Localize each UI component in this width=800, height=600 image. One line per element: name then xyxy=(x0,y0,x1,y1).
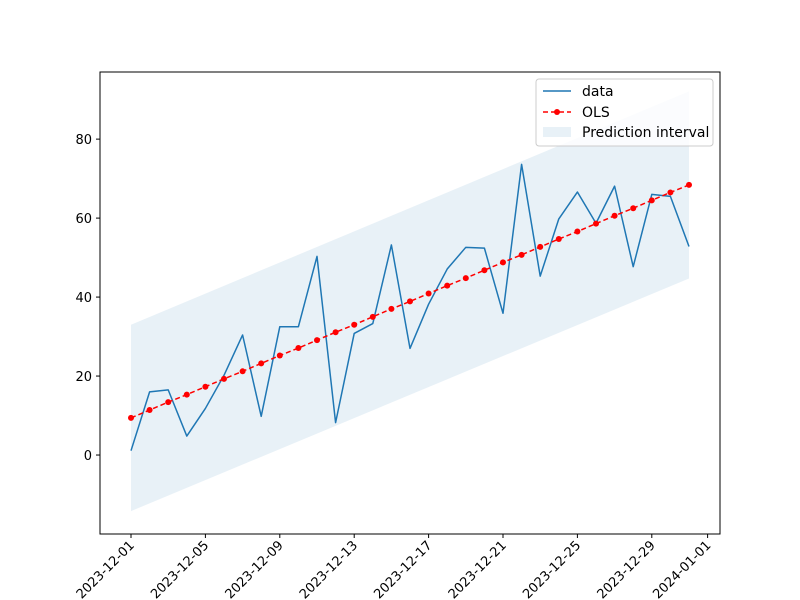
ols-point xyxy=(462,275,469,282)
ols-point xyxy=(388,305,395,312)
legend-box xyxy=(535,78,714,147)
legend-data-label: data xyxy=(582,84,614,100)
legend: data OLS Prediction interval xyxy=(535,78,714,147)
y-tick-label: 60 xyxy=(75,212,92,227)
ols-point xyxy=(555,236,562,243)
plot-area-frame xyxy=(99,71,721,535)
ols-point xyxy=(146,407,153,414)
y-tick-label: 20 xyxy=(75,370,92,385)
ols-point xyxy=(239,368,246,375)
ols-point xyxy=(481,267,488,274)
ols-point xyxy=(574,228,581,235)
ols-point xyxy=(667,189,674,196)
series-layer xyxy=(128,163,692,451)
y-tick-label: 40 xyxy=(75,291,92,306)
ols-point xyxy=(165,399,172,406)
legend-ols-marker xyxy=(554,109,560,115)
ols-point xyxy=(444,282,451,289)
ols-point xyxy=(351,321,358,328)
legend-ols-label: OLS xyxy=(582,105,610,121)
ols-point xyxy=(537,243,544,250)
ols-point xyxy=(630,205,637,212)
y-tick-label: 80 xyxy=(75,133,92,148)
ols-point xyxy=(648,197,655,204)
ols-point xyxy=(314,337,320,344)
ols-point xyxy=(407,298,413,305)
ols-point xyxy=(221,375,227,382)
y-tick-label: 0 xyxy=(84,449,92,464)
ols-point xyxy=(611,212,618,219)
ols-point xyxy=(332,329,339,336)
ols-point xyxy=(593,220,599,227)
ols-point xyxy=(258,360,265,367)
y-axis: 0 20 40 60 80 xyxy=(75,133,100,464)
ols-point xyxy=(518,251,525,258)
legend-prediction-interval-label: Prediction interval xyxy=(582,125,709,141)
ols-point xyxy=(202,383,209,390)
ols-point xyxy=(369,313,376,320)
ols-point xyxy=(128,414,134,421)
ols-point xyxy=(295,345,302,352)
ols-point xyxy=(686,181,692,188)
ols-point xyxy=(276,352,283,359)
ols-point xyxy=(183,391,190,398)
ols-point xyxy=(500,259,506,266)
ols-point xyxy=(425,290,432,297)
legend-prediction-interval-swatch xyxy=(543,127,571,137)
